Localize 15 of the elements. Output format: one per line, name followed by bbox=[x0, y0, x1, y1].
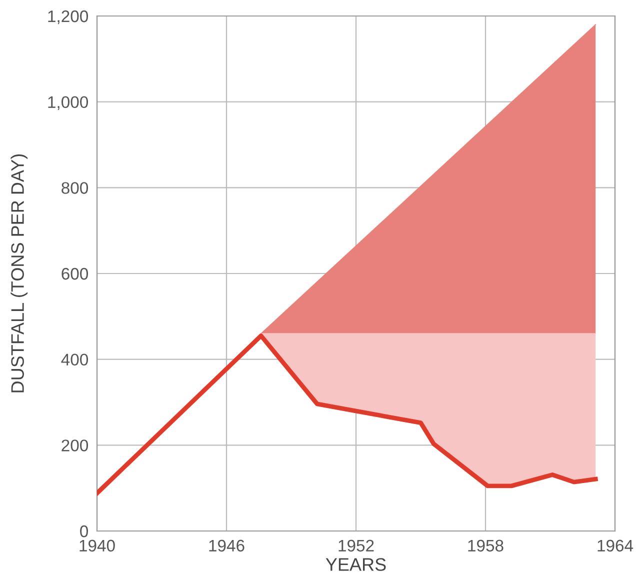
y-tick-label: 1,000 bbox=[48, 96, 88, 110]
y-tick-label: 1,200 bbox=[48, 10, 88, 24]
x-tick-label: 1964 bbox=[598, 540, 634, 552]
y-tick-label: 200 bbox=[62, 440, 88, 452]
y-tick-label: 0 bbox=[80, 525, 88, 538]
y-tick-label: 400 bbox=[61, 354, 88, 366]
y-axis-title: DUSTFALL (TONS PER DAY) bbox=[10, 154, 28, 392]
x-tick-label: 1946 bbox=[209, 540, 244, 552]
y-tick-label: 600 bbox=[62, 268, 88, 280]
x-axis-title: YEARS bbox=[326, 558, 386, 571]
line-series bbox=[97, 334, 598, 496]
x-tick-label: 1940 bbox=[80, 540, 115, 552]
y-tick-label: 800 bbox=[62, 182, 88, 194]
x-tick-label: 1958 bbox=[468, 540, 504, 552]
x-tick-label: 1952 bbox=[338, 540, 374, 552]
